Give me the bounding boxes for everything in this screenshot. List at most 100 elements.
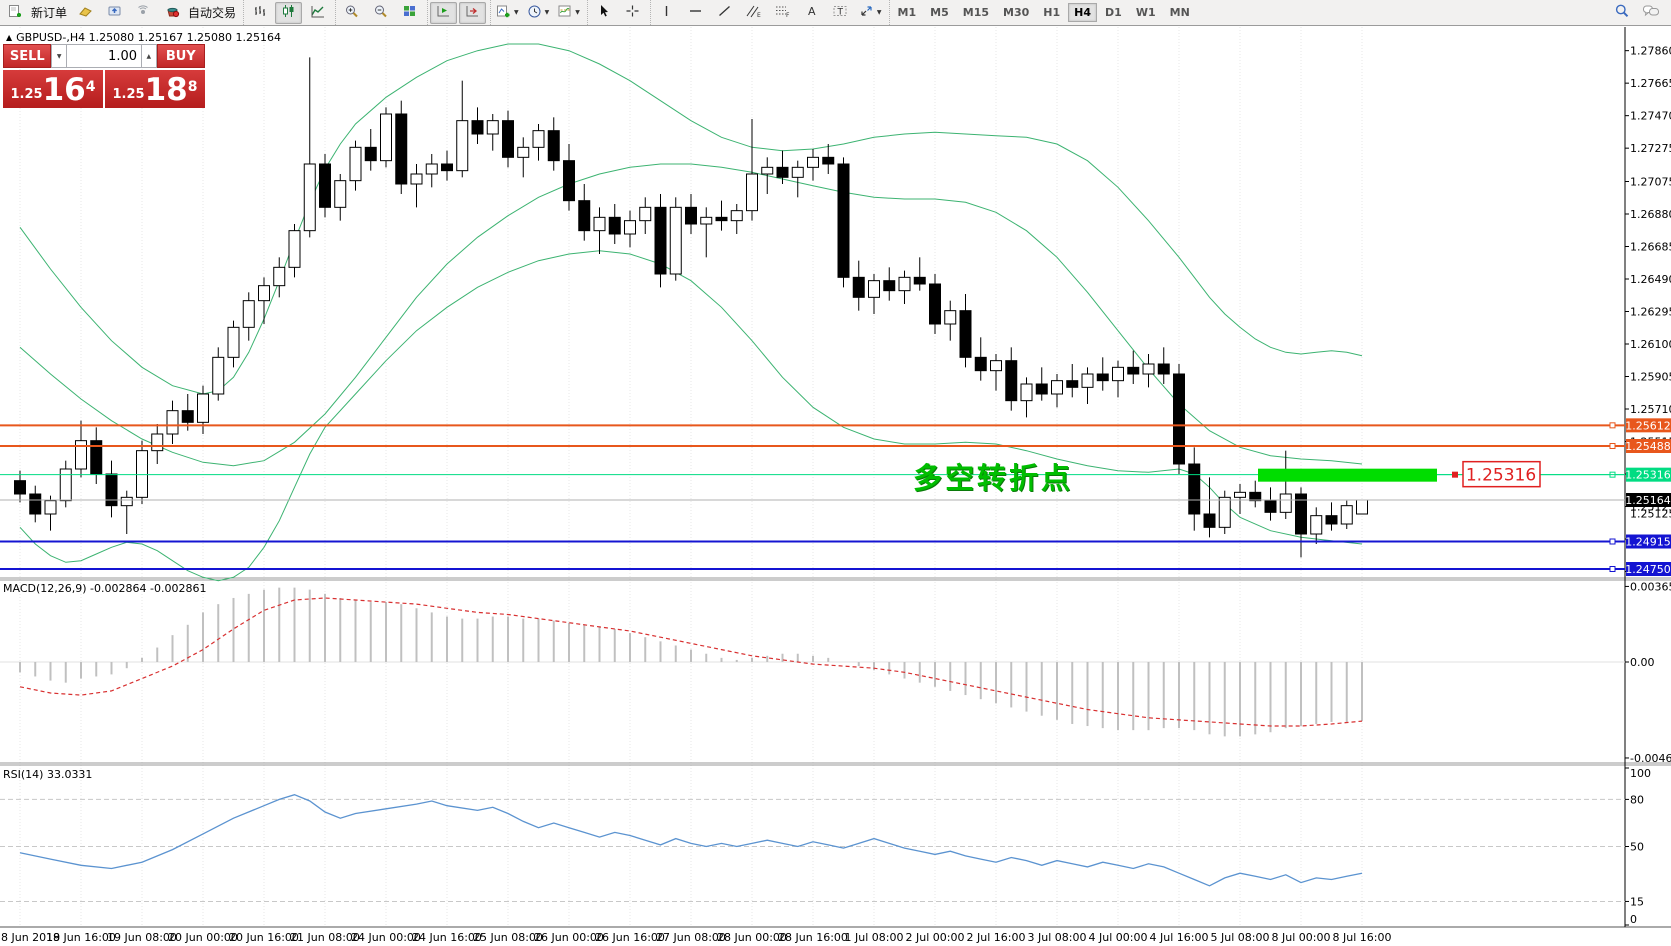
candle xyxy=(1173,373,1185,465)
dropdown-caret-icon[interactable]: ▼ xyxy=(575,9,580,16)
candle xyxy=(425,163,438,175)
fibonacci-icon[interactable]: F xyxy=(769,2,796,24)
callout-drag-square[interactable] xyxy=(1452,471,1458,478)
toolbar: 新订单 自动交易 ▼ ▼ ▼ E F A T ▼ M1 M5 M15 M30 H1 H4 D1 W1 MN xyxy=(0,0,1671,26)
chart-shift-icon[interactable] xyxy=(459,1,487,24)
toolbar-label: 新订单 xyxy=(31,6,68,20)
text-icon[interactable]: A xyxy=(798,2,825,24)
toolbar-group-objects: E F A T ▼ xyxy=(649,0,889,25)
cursor-icon[interactable] xyxy=(590,2,617,24)
price-callout-box[interactable] xyxy=(1462,460,1541,488)
candle xyxy=(273,266,286,287)
volume-decrease-button[interactable]: ▼ xyxy=(51,44,67,68)
timeframe-m15[interactable]: M15 xyxy=(962,6,990,19)
arrows-icon[interactable]: ▼ xyxy=(856,2,885,24)
chat-icon[interactable] xyxy=(1637,2,1664,24)
timeframe-h4[interactable]: H4 xyxy=(1068,3,1098,22)
volume-increase-button[interactable]: ▲ xyxy=(141,44,157,68)
sell-button[interactable]: SELL xyxy=(3,44,52,68)
candlestick-chart-icon[interactable] xyxy=(275,1,303,24)
period-icon xyxy=(527,4,542,22)
indicators-icon[interactable]: ▼ xyxy=(493,2,522,24)
collapse-triangle-icon[interactable]: ▲ xyxy=(6,33,13,42)
sell-quote-button[interactable]: 1.25 16 4 xyxy=(3,70,103,108)
vertical-line-icon[interactable] xyxy=(653,2,680,24)
time-axis-label: 20 Jun 00:00 xyxy=(168,931,238,944)
time-axis-label: 18 Jun 16:00 xyxy=(46,931,116,944)
candle xyxy=(929,283,941,325)
autotrade-icon[interactable] xyxy=(159,2,186,24)
candle xyxy=(441,163,453,172)
zoom-in-icon[interactable] xyxy=(338,2,365,24)
rsi-indicator-label: RSI(14) 33.0331 xyxy=(3,768,93,781)
timeframe-mn[interactable]: MN xyxy=(1169,6,1190,19)
line-handle[interactable] xyxy=(1609,422,1616,429)
toolbar-label: 自动交易 xyxy=(188,6,237,20)
green-band-rectangle[interactable] xyxy=(1258,468,1437,482)
time-axis-label: 3 Jul 08:00 xyxy=(1028,931,1087,944)
candle xyxy=(136,450,148,498)
line-chart-icon[interactable] xyxy=(304,2,331,24)
candle xyxy=(1203,513,1216,528)
price-callout-text[interactable]: 1.25316 xyxy=(1466,466,1536,486)
price-tick-label: 1.27470 xyxy=(1630,110,1671,123)
bar-chart-icon[interactable] xyxy=(246,2,273,24)
price-line-label-text: 1.25612 xyxy=(1625,419,1671,432)
dropdown-caret-icon[interactable]: ▼ xyxy=(544,9,550,16)
price-tick-label: 1.26685 xyxy=(1630,240,1671,253)
timeframe-d1[interactable]: D1 xyxy=(1105,6,1122,19)
channel-icon[interactable]: E xyxy=(740,2,767,24)
buy-quote-button[interactable]: 1.25 18 8 xyxy=(105,70,205,108)
crosshair-icon[interactable] xyxy=(619,2,646,24)
auto-scroll-icon[interactable] xyxy=(430,1,458,24)
publish-icon xyxy=(107,4,122,21)
timeframe-m1[interactable]: M1 xyxy=(897,6,917,19)
buy-button[interactable]: BUY xyxy=(156,44,205,68)
line-handle[interactable] xyxy=(1609,566,1616,573)
tile-windows-icon xyxy=(402,4,417,21)
candle xyxy=(563,160,575,202)
candle xyxy=(166,410,179,435)
search-icon[interactable] xyxy=(1608,2,1635,24)
line-handle[interactable] xyxy=(1609,443,1616,450)
timeframe-m5[interactable]: M5 xyxy=(930,6,949,19)
toolbar-group-chart-type xyxy=(243,0,335,25)
price-tick-label: 1.27075 xyxy=(1630,175,1671,188)
price-line-label-text: 1.25316 xyxy=(1625,469,1671,482)
candle xyxy=(654,206,667,275)
horizontal-line-icon[interactable] xyxy=(682,2,709,24)
trendline-icon[interactable] xyxy=(711,2,738,24)
toolbar-group-trade: 新订单 自动交易 xyxy=(0,0,243,25)
time-axis-label: 26 Jun 16:00 xyxy=(595,931,665,944)
candle xyxy=(883,280,896,292)
label-icon[interactable]: T xyxy=(827,2,854,24)
new-order-icon[interactable] xyxy=(2,2,29,24)
volume-input[interactable] xyxy=(67,44,141,68)
chart-annotation-text[interactable]: 多空转折点 xyxy=(913,461,1074,495)
tile-windows-icon[interactable] xyxy=(396,2,423,24)
template-icon[interactable]: ▼ xyxy=(554,2,583,24)
zoom-out-icon[interactable] xyxy=(367,2,394,24)
timeframe-w1[interactable]: W1 xyxy=(1135,6,1156,19)
timeframe-h1[interactable]: H1 xyxy=(1043,6,1061,19)
timeframe-m30[interactable]: M30 xyxy=(1003,6,1030,19)
candle xyxy=(1066,380,1079,388)
candle xyxy=(181,410,194,423)
sell-price-big: 16 xyxy=(42,72,86,108)
history-book-icon[interactable] xyxy=(72,2,99,24)
line-handle[interactable] xyxy=(1609,538,1616,545)
candle xyxy=(730,210,743,222)
candle xyxy=(75,440,87,470)
candle xyxy=(1127,366,1140,375)
publish-icon[interactable] xyxy=(101,2,128,24)
candle xyxy=(456,120,469,172)
dropdown-caret-icon[interactable]: ▼ xyxy=(514,9,519,16)
signal-icon[interactable] xyxy=(130,2,157,24)
price-line-label xyxy=(1626,534,1671,549)
candle xyxy=(120,496,133,507)
candle xyxy=(1218,496,1231,528)
period-icon[interactable]: ▼ xyxy=(524,2,553,24)
dropdown-caret-icon[interactable]: ▼ xyxy=(876,9,882,16)
